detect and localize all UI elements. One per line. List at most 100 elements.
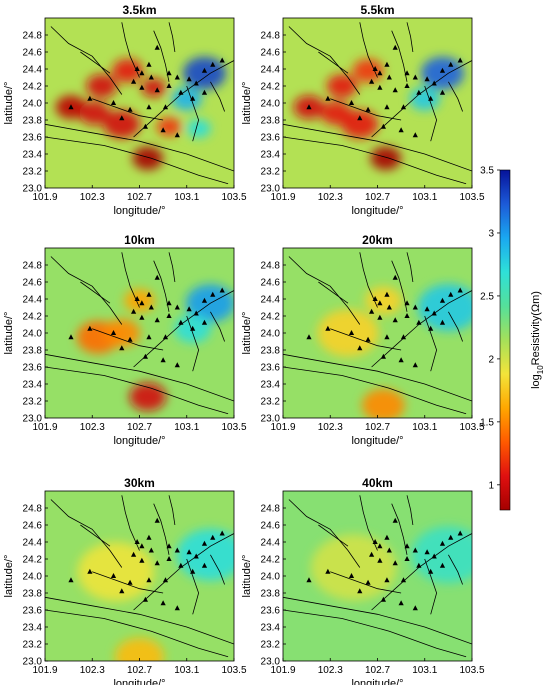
station-marker — [392, 274, 398, 280]
station-marker — [193, 80, 199, 86]
fault-line — [186, 85, 200, 142]
station-marker — [439, 562, 446, 568]
station-marker — [372, 539, 378, 544]
station-marker — [439, 540, 446, 546]
fault-line — [283, 353, 472, 402]
x-tick-label: 101.9 — [270, 665, 295, 676]
station-marker — [416, 89, 422, 95]
fault-line — [359, 495, 378, 551]
station-marker — [377, 84, 383, 90]
station-marker — [134, 296, 140, 301]
y-tick-label: 23.6 — [261, 606, 281, 617]
x-tick-label: 103.5 — [221, 422, 246, 433]
station-marker — [110, 100, 117, 105]
resistivity-anomaly — [352, 58, 384, 83]
station-marker — [201, 89, 208, 95]
y-tick-label: 23.4 — [23, 150, 43, 161]
station-marker — [174, 605, 180, 611]
station-marker — [400, 577, 407, 583]
x-tick-label: 101.9 — [32, 192, 57, 203]
y-tick-label: 24.6 — [261, 278, 281, 289]
station-marker — [186, 306, 192, 312]
x-tick-label: 102.7 — [365, 192, 390, 203]
resistivity-anomaly — [420, 56, 464, 90]
station-marker — [380, 123, 387, 129]
station-marker — [201, 319, 208, 325]
station-marker — [148, 304, 154, 310]
station-marker — [377, 300, 383, 306]
y-tick-label: 23.6 — [23, 363, 43, 374]
station-marker — [162, 577, 169, 583]
station-marker — [201, 540, 208, 546]
fault-line — [45, 353, 234, 402]
station-marker — [190, 325, 196, 331]
station-marker — [368, 551, 375, 557]
station-marker — [404, 556, 410, 561]
station-marker — [154, 560, 160, 566]
resistivity-anomaly — [77, 542, 155, 602]
y-tick-label: 24.0 — [23, 99, 43, 110]
station-marker — [110, 330, 117, 335]
station-marker — [457, 287, 463, 293]
station-marker — [392, 44, 398, 50]
station-marker — [154, 44, 160, 50]
fault-line — [153, 260, 170, 312]
station-marker — [154, 517, 160, 523]
station-marker — [160, 357, 166, 363]
station-marker — [130, 78, 137, 84]
x-tick-label: 102.3 — [80, 422, 105, 433]
fault-line — [359, 22, 378, 78]
resistivity-anomaly — [370, 146, 402, 171]
station-marker — [400, 104, 407, 110]
x-tick-label: 101.9 — [32, 665, 57, 676]
station-marker — [384, 291, 390, 297]
station-marker — [148, 74, 154, 80]
resistivity-anomaly — [411, 526, 472, 584]
x-tick-label: 103.1 — [412, 192, 437, 203]
fault-line — [406, 22, 414, 53]
station-marker — [416, 562, 422, 568]
colorbar: 1 1.5 2 2.5 3 3.5 log10Resistivity(Ωm) — [480, 166, 545, 511]
station-marker — [142, 353, 149, 359]
x-tick-label: 103.1 — [412, 665, 437, 676]
station-marker — [306, 577, 312, 583]
station-marker — [398, 600, 404, 606]
x-tick-label: 102.7 — [127, 422, 152, 433]
station-marker — [162, 334, 169, 340]
anomaly-group — [293, 56, 464, 171]
station-marker — [87, 95, 93, 101]
y-tick-label: 24.4 — [261, 295, 281, 306]
station-marker — [404, 313, 410, 318]
station-marker — [110, 573, 117, 578]
station-marker — [357, 345, 363, 351]
y-tick-label: 24.6 — [23, 48, 43, 59]
station-marker — [142, 596, 149, 602]
station-marker — [416, 319, 422, 325]
station-marker — [201, 67, 208, 73]
station-marker — [178, 562, 184, 568]
panel-5.5km: 5.5km 101.9 102.3 102.7 103.1 103.5 23.0 23.2 23… — [241, 3, 485, 217]
anomaly-group — [55, 56, 226, 171]
y-tick-label: 23.2 — [23, 167, 43, 178]
fault-line — [318, 524, 349, 547]
station-marker — [146, 577, 152, 583]
colorbar-ramp — [499, 169, 511, 511]
fault-line — [424, 558, 438, 615]
colorbar-label-prefix: log — [530, 374, 542, 389]
resistivity-anomaly — [141, 78, 166, 98]
x-tick-label: 102.3 — [318, 665, 343, 676]
station-marker — [365, 106, 371, 112]
station-marker — [134, 66, 140, 71]
station-marker — [166, 556, 172, 561]
station-marker — [404, 70, 410, 76]
y-tick-label: 24.8 — [261, 504, 281, 515]
resistivity-anomaly — [112, 58, 144, 83]
station-marker — [412, 74, 418, 80]
y-tick-label: 23.4 — [261, 150, 281, 161]
fault-line — [283, 136, 467, 185]
fault-line — [121, 252, 140, 308]
x-tick-label: 102.7 — [127, 665, 152, 676]
station-marker — [139, 314, 145, 320]
x-tick-label: 101.9 — [32, 422, 57, 433]
y-tick-label: 24.2 — [261, 82, 281, 93]
